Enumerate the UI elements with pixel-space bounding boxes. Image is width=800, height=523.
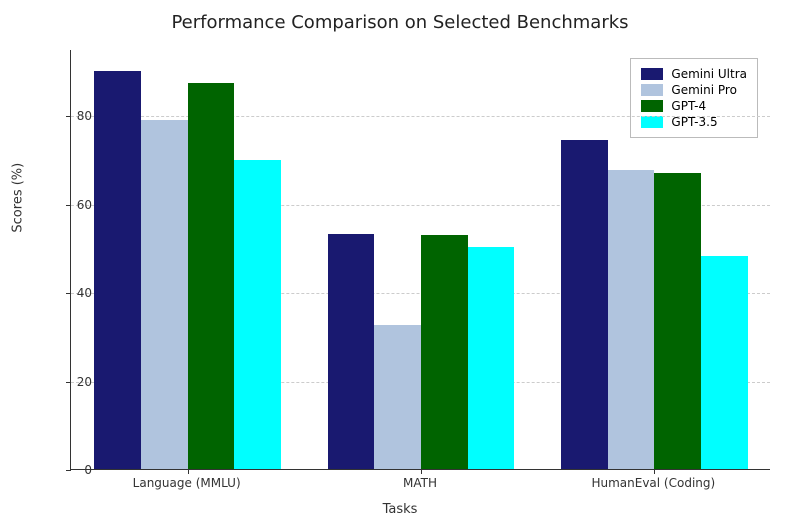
legend-item: Gemini Pro (641, 83, 747, 97)
bar (188, 83, 235, 469)
y-tick-label: 40 (62, 286, 92, 300)
y-tick-label: 20 (62, 375, 92, 389)
legend-swatch (641, 100, 663, 112)
legend: Gemini UltraGemini ProGPT-4GPT-3.5 (630, 58, 758, 138)
bar (374, 325, 421, 469)
bar (561, 140, 608, 469)
y-tick-label: 60 (62, 198, 92, 212)
chart-title: Performance Comparison on Selected Bench… (0, 12, 800, 33)
grid-line (71, 116, 770, 117)
x-tick (188, 469, 189, 474)
legend-swatch (641, 116, 663, 128)
bar (234, 160, 281, 469)
bar (94, 71, 141, 469)
bar (608, 170, 655, 469)
legend-label: GPT-4 (671, 99, 706, 113)
bar (701, 256, 748, 469)
x-tick-label: HumanEval (Coding) (591, 476, 715, 490)
x-tick-label: MATH (403, 476, 437, 490)
legend-label: Gemini Pro (671, 83, 737, 97)
y-tick-label: 80 (62, 109, 92, 123)
bar (468, 247, 515, 469)
bar (328, 234, 375, 469)
bar (421, 235, 468, 469)
y-tick-label: 0 (62, 463, 92, 477)
legend-swatch (641, 84, 663, 96)
legend-item: Gemini Ultra (641, 67, 747, 81)
legend-item: GPT-4 (641, 99, 747, 113)
y-axis-label: Scores (%) (11, 163, 26, 233)
x-tick (421, 469, 422, 474)
legend-swatch (641, 68, 663, 80)
x-axis-label: Tasks (0, 502, 800, 517)
x-tick (654, 469, 655, 474)
legend-label: Gemini Ultra (671, 67, 747, 81)
bar (141, 120, 188, 469)
bar (654, 173, 701, 469)
x-tick-label: Language (MMLU) (133, 476, 241, 490)
plot-area: Gemini UltraGemini ProGPT-4GPT-3.5 (70, 50, 770, 470)
